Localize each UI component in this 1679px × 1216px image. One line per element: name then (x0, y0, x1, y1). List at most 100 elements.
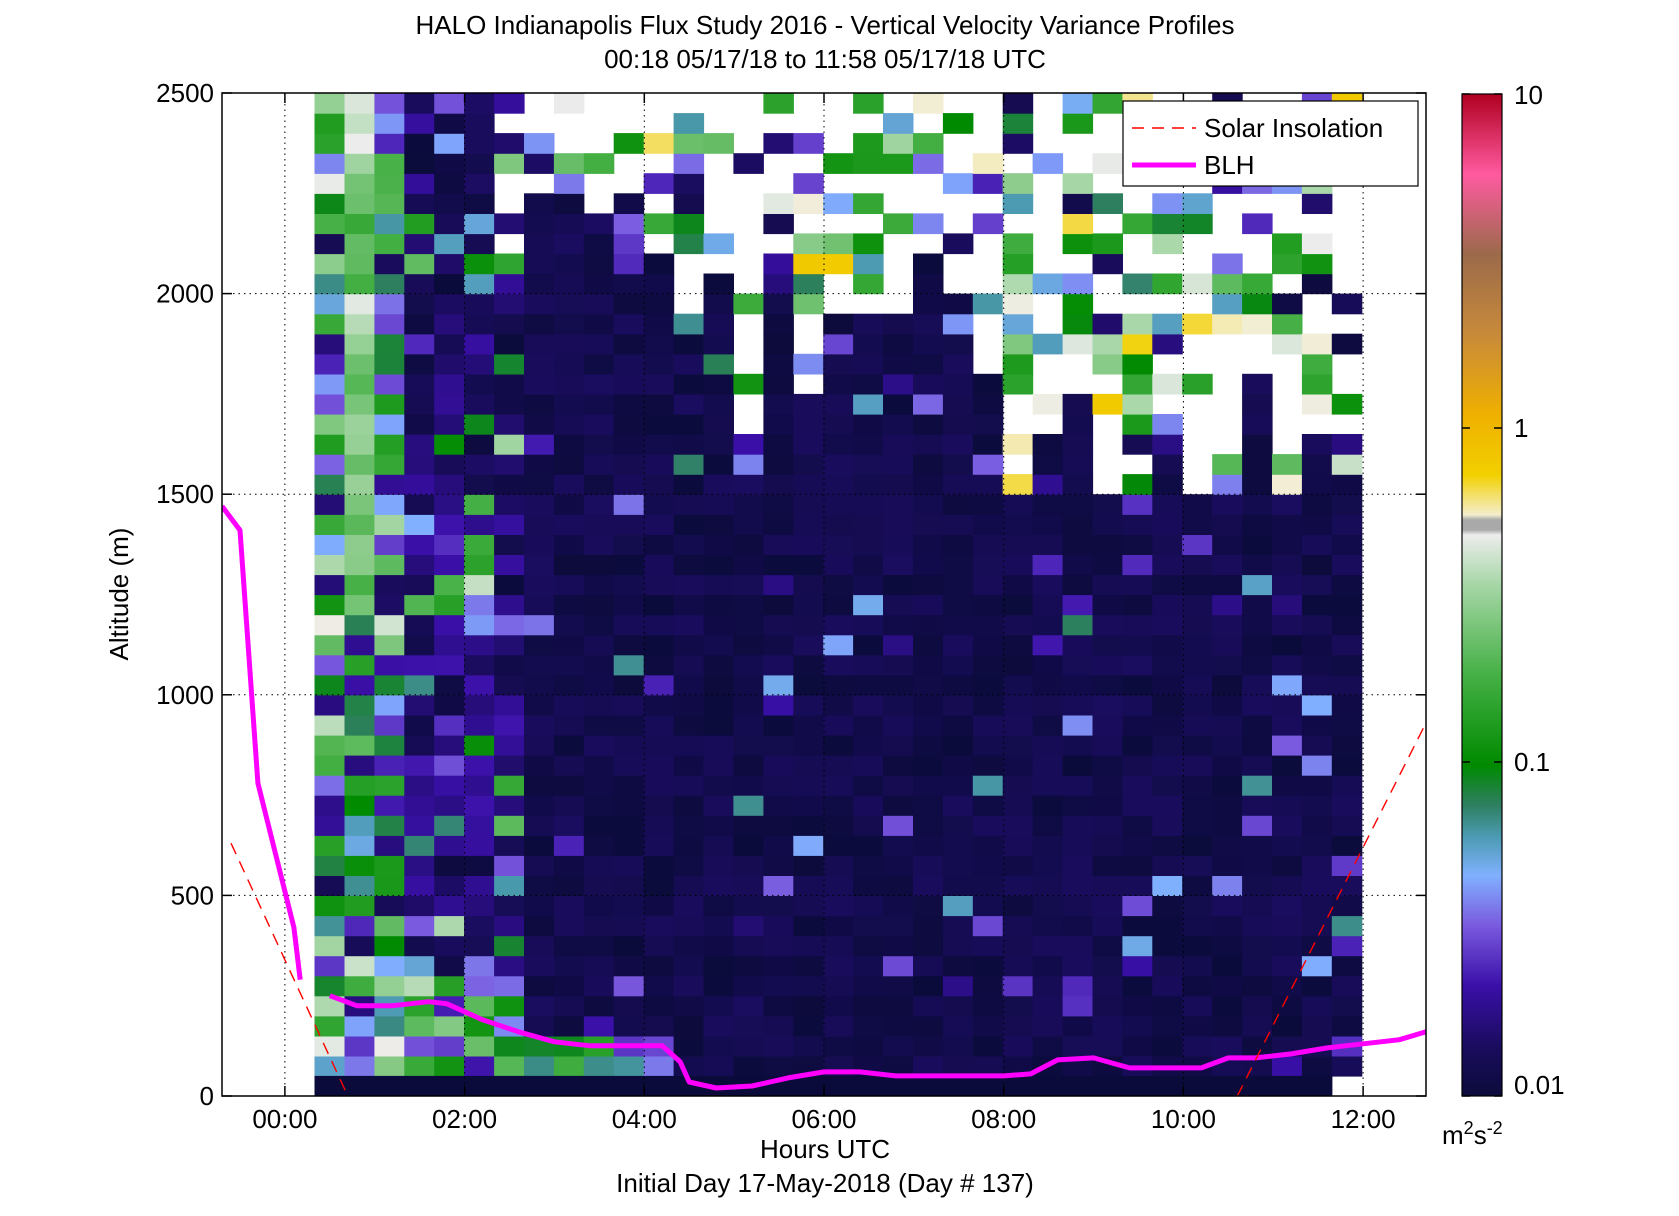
heatmap-cell (1212, 614, 1243, 636)
heatmap-cell (613, 955, 645, 977)
heatmap-cell (464, 995, 495, 1017)
heatmap-cell (553, 674, 585, 696)
heatmap-cell (673, 173, 705, 194)
heatmap-cell (1272, 494, 1303, 515)
heatmap-cell (643, 474, 675, 495)
heatmap-cell (314, 674, 345, 696)
heatmap-cell (1242, 414, 1273, 435)
heatmap-cell (942, 534, 974, 555)
heatmap-cell (1062, 1035, 1094, 1057)
heatmap-cell (524, 393, 555, 415)
heatmap-cell (793, 895, 824, 917)
heatmap-cell (673, 554, 705, 576)
heatmap-cell (942, 935, 974, 957)
heatmap-cell (1212, 514, 1243, 535)
heatmap-cell (524, 1015, 555, 1037)
heatmap-cell (464, 895, 495, 917)
heatmap-cell (883, 213, 914, 235)
heatmap-cell (314, 313, 345, 335)
heatmap-cell (913, 414, 944, 435)
heatmap-cell (374, 654, 405, 676)
heatmap-cell (913, 935, 944, 957)
heatmap-cell (703, 955, 734, 977)
heatmap-cell (942, 554, 974, 576)
heatmap-cell (793, 514, 824, 535)
heatmap-cell (1182, 795, 1213, 816)
heatmap-cell (1092, 915, 1123, 937)
heatmap-cell (1152, 1075, 1183, 1096)
heatmap-cell (314, 775, 345, 796)
heatmap-cell (673, 955, 705, 977)
heatmap-cell (942, 313, 974, 335)
heatmap-cell (1122, 975, 1153, 997)
heatmap-cell (434, 955, 465, 977)
heatmap-cell (883, 875, 914, 896)
heatmap-cell (853, 654, 884, 676)
heatmap-cell (344, 273, 375, 295)
heatmap-cell (883, 614, 914, 636)
heatmap-cell (1182, 775, 1213, 796)
heatmap-cell (733, 915, 764, 937)
heatmap-cell (1272, 815, 1303, 836)
heatmap-cell (1122, 855, 1153, 876)
heatmap-cell (434, 454, 465, 475)
heatmap-cell (1182, 273, 1213, 295)
heatmap-cell (703, 434, 734, 455)
heatmap-cell (1062, 193, 1094, 214)
heatmap-cell (494, 373, 525, 395)
heatmap-cell (1032, 1075, 1064, 1096)
heatmap-cell (1122, 213, 1153, 235)
heatmap-cell (314, 333, 345, 355)
heatmap-cell (524, 594, 555, 616)
heatmap-cell (883, 795, 914, 816)
heatmap-cell (1242, 554, 1273, 576)
heatmap-cell (1002, 835, 1034, 856)
heatmap-cell (344, 494, 375, 515)
heatmap-cell (972, 995, 1004, 1017)
y-tick-label: 2000 (156, 279, 214, 309)
heatmap-cell (1092, 995, 1123, 1017)
heatmap-cell (1062, 554, 1094, 576)
heatmap-cell (883, 514, 914, 535)
heatmap-cell (853, 634, 884, 656)
heatmap-cell (1152, 995, 1183, 1017)
heatmap-cell (763, 373, 794, 395)
heatmap-cell (942, 915, 974, 937)
heatmap-cell (793, 534, 824, 555)
heatmap-cell (1092, 955, 1123, 977)
heatmap-cell (1092, 614, 1123, 636)
heatmap-cell (763, 1015, 794, 1037)
heatmap-cell (434, 594, 465, 616)
heatmap-cell (763, 1055, 794, 1077)
heatmap-cell (673, 1035, 705, 1057)
heatmap-cell (553, 514, 585, 535)
heatmap-cell (1032, 554, 1064, 576)
heatmap-cell (703, 1015, 734, 1037)
heatmap-cell (703, 714, 734, 736)
heatmap-cell (913, 1055, 944, 1077)
heatmap-cell (314, 494, 345, 515)
heatmap-cell (1032, 574, 1064, 596)
heatmap-cell (673, 734, 705, 756)
heatmap-cell (1152, 714, 1183, 736)
heatmap-cell (1242, 534, 1273, 555)
heatmap-cell (1122, 594, 1153, 616)
heatmap-cell (643, 915, 675, 937)
heatmap-cell (793, 694, 824, 716)
legend-box (1122, 100, 1419, 187)
heatmap-cell (1301, 1055, 1333, 1077)
heatmap-cell (494, 333, 525, 355)
heatmap-cell (434, 153, 465, 174)
heatmap-cell (344, 313, 375, 335)
heatmap-cell (1152, 815, 1183, 836)
heatmap-cell (1152, 534, 1183, 555)
heatmap-cell (1062, 534, 1094, 555)
heatmap-cell (883, 835, 914, 856)
heatmap-cell (494, 554, 525, 576)
heatmap-cell (583, 414, 615, 435)
heatmap-cell (1032, 634, 1064, 656)
heatmap-cell (1122, 654, 1153, 676)
x-tick-label: 00:00 (252, 1104, 317, 1134)
heatmap-cell (853, 574, 884, 596)
heatmap-cell (464, 815, 495, 836)
